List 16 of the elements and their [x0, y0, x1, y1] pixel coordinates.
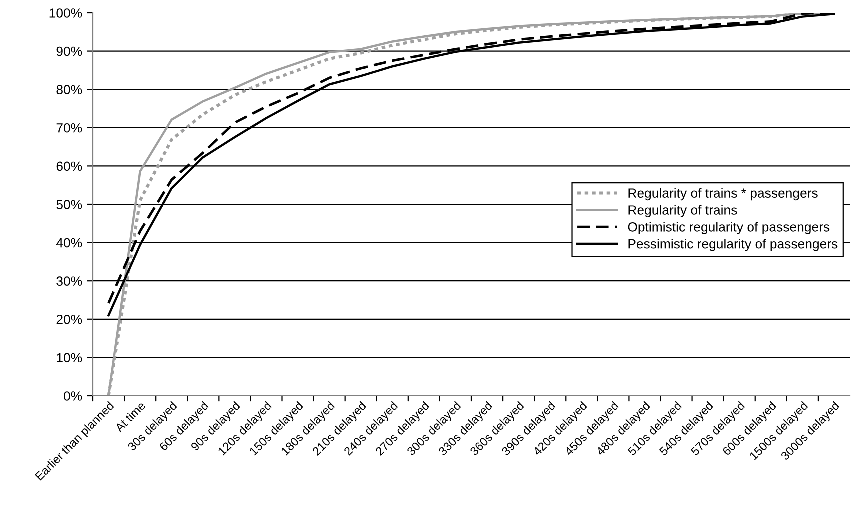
y-tick-label: 90%	[56, 46, 82, 56]
x-tick-label: At time	[114, 401, 146, 433]
y-tick-label: 10%	[57, 353, 82, 363]
y-tick-label: 0%	[64, 392, 82, 401]
legend-label: Pessimistic regularity of passengers	[628, 239, 838, 252]
y-tick-label: 40%	[56, 238, 82, 248]
legend-label: Optimistic regularity of passengers	[628, 222, 830, 234]
y-tick-label: 70%	[56, 123, 82, 133]
y-tick-label: 20%	[56, 314, 82, 324]
y-tick-label: 50%	[56, 200, 82, 210]
y-tick-label: 30%	[56, 276, 82, 286]
legend-label: Regularity of trains * passengers	[628, 188, 818, 201]
y-tick-label: 100%	[50, 8, 82, 18]
y-tick-label: 80%	[56, 85, 82, 95]
y-tick-label: 60%	[56, 162, 82, 172]
legend-label: Regularity of trains	[628, 205, 738, 218]
